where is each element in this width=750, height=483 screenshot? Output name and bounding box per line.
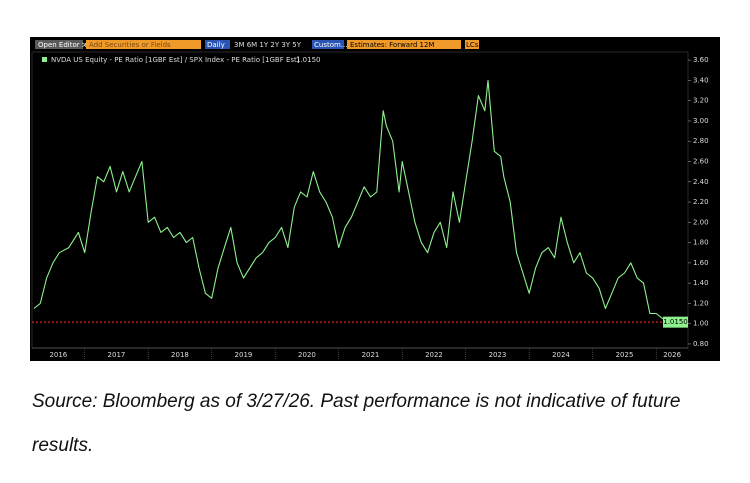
y-tick-label: 3.00 [693,117,709,125]
legend-last-value: 1.0150 [296,56,321,64]
x-tick-label: 2017 [108,351,126,359]
custom-button[interactable] [312,40,344,49]
y-tick-label: 2.20 [693,198,709,206]
x-tick-label: 2024 [552,351,570,359]
y-tick-label: 1.60 [693,259,709,267]
period-buttons[interactable]: 3M 6M 1Y 2Y 3Y 5Y [234,41,302,49]
caption: Source: Bloomberg as of 3/27/26. Past pe… [32,391,681,456]
series-line [33,79,672,323]
x-tick-label: 2025 [616,351,634,359]
y-tick-label: 0.80 [693,340,709,348]
search-field[interactable] [86,40,201,49]
editor-button[interactable] [35,40,83,49]
x-tick-label: 2026 [663,351,681,359]
y-tick-label: 3.20 [693,97,709,105]
frequency-button[interactable] [205,40,230,49]
estimates-dropdown[interactable] [347,40,461,49]
y-tick-label: 2.00 [693,218,709,226]
x-tick-label: 2019 [235,351,253,359]
legend-swatch [42,57,47,62]
y-tick-label: 2.80 [693,137,709,145]
last-value-box [663,316,688,328]
y-tick-label: 3.40 [693,76,709,84]
x-tick-label: 2021 [362,351,380,359]
y-tick-label: 1.00 [693,320,709,328]
x-tick-label: 2016 [49,351,67,359]
y-tick-label: 2.40 [693,178,709,186]
x-tick-label: 2018 [171,351,189,359]
x-tick-label: 2020 [298,351,316,359]
y-tick-label: 1.40 [693,279,709,287]
y-tick-label: 3.60 [693,56,709,64]
custom-label: Custom... [314,41,348,49]
legend-label: NVDA US Equity - PE Ratio [1GBF Est] / S… [51,56,300,64]
search-placeholder: Add Securities or Fields [89,41,171,49]
y-tick-label: 1.80 [693,239,709,247]
estimates-label: Estimates: Forward 12M [350,41,434,49]
currency-label: LCs [466,41,479,49]
x-tick-label: 2022 [425,351,443,359]
currency-dropdown[interactable] [465,40,479,49]
chart-background [30,37,720,361]
last-value-label: 1.0150 [663,318,688,326]
y-tick-label: 1.20 [693,299,709,307]
x-tick-label: 2023 [489,351,507,359]
y-tick-label: 2.60 [693,157,709,165]
frequency-label: Daily [207,41,225,49]
editor-label: Open Editor ≫ [38,41,89,49]
